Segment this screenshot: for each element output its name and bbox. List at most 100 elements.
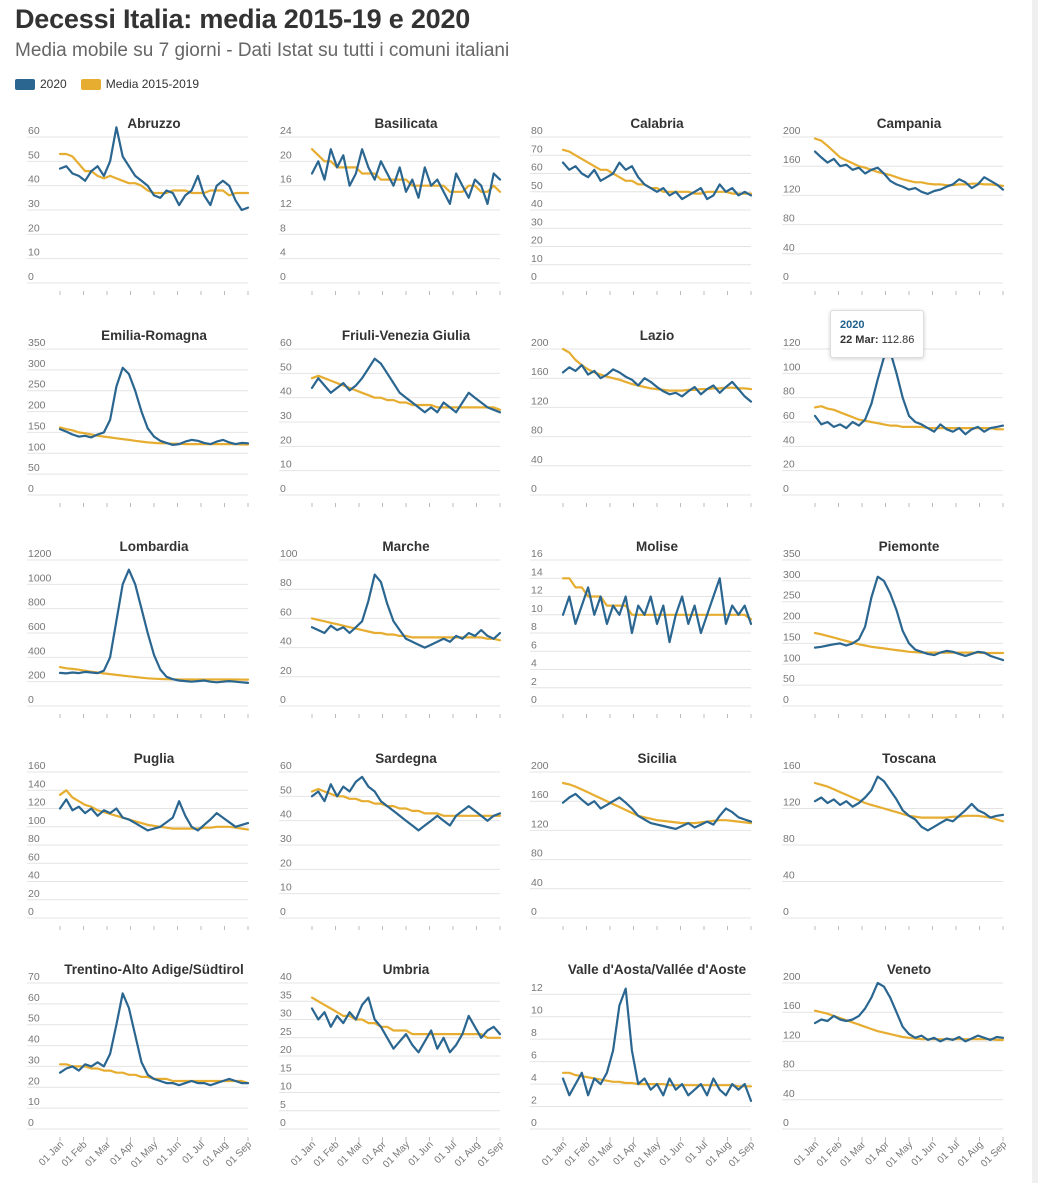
y-tick-label: 200 bbox=[531, 337, 549, 349]
series-line-media bbox=[813, 405, 1005, 431]
series-line-2020 bbox=[813, 775, 1005, 832]
y-tick-label: 200 bbox=[28, 400, 46, 412]
tooltip-series: 2020 bbox=[840, 319, 865, 331]
tooltip-date: 22 Mar: bbox=[840, 334, 879, 346]
x-tick-label: 01 Sep bbox=[727, 1139, 757, 1169]
panel-title: Molise bbox=[636, 539, 679, 554]
y-tick-label: 0 bbox=[783, 694, 789, 706]
y-tick-label: 8 bbox=[531, 1027, 537, 1039]
y-tick-label: 60 bbox=[531, 162, 543, 174]
tooltip-value: 112.86 bbox=[881, 334, 915, 346]
series-line-2020 bbox=[561, 364, 753, 403]
series-line-media bbox=[58, 665, 250, 681]
y-tick-label: 160 bbox=[28, 760, 46, 772]
panel-title: Valle d'Aosta/Vallée d'Aoste bbox=[568, 962, 747, 977]
series-line-2020 bbox=[58, 798, 250, 832]
y-tick-label: 30 bbox=[280, 833, 292, 845]
y-tick-label: 40 bbox=[783, 434, 795, 446]
x-tick-label: 01 May bbox=[884, 1139, 915, 1170]
y-tick-label: 40 bbox=[783, 870, 795, 882]
y-tick-label: 30 bbox=[280, 410, 292, 422]
series-line-2020 bbox=[58, 366, 250, 446]
x-tick-label: 01 Jun bbox=[155, 1139, 184, 1168]
y-tick-label: 1200 bbox=[28, 548, 52, 560]
y-tick-label: 50 bbox=[280, 784, 292, 796]
x-tick-label: 01 Sep bbox=[476, 1139, 506, 1169]
y-tick-label: 20 bbox=[28, 888, 40, 900]
x-tick-label: 01 May bbox=[381, 1139, 412, 1170]
y-tick-label: 40 bbox=[531, 198, 543, 210]
y-tick-label: 0 bbox=[28, 483, 34, 495]
y-tick-label: 0 bbox=[280, 1117, 286, 1129]
series-line-media bbox=[58, 1063, 250, 1085]
legend-item-2020[interactable]: 2020 bbox=[15, 77, 67, 91]
series-line-2020 bbox=[310, 996, 502, 1054]
y-tick-label: 15 bbox=[280, 1062, 292, 1074]
y-tick-label: 12 bbox=[531, 585, 543, 597]
y-tick-label: 6 bbox=[531, 1050, 537, 1062]
y-tick-label: 80 bbox=[783, 833, 795, 845]
y-tick-label: 40 bbox=[28, 870, 40, 882]
y-tick-label: 30 bbox=[280, 1008, 292, 1020]
y-tick-label: 200 bbox=[783, 125, 801, 137]
y-tick-label: 30 bbox=[531, 216, 543, 228]
scrollbar[interactable] bbox=[1032, 0, 1038, 1183]
series-line-media bbox=[310, 374, 502, 411]
y-tick-label: 20 bbox=[280, 857, 292, 869]
y-tick-label: 800 bbox=[28, 597, 46, 609]
y-tick-label: 0 bbox=[28, 1117, 34, 1129]
y-tick-label: 10 bbox=[28, 1096, 40, 1108]
x-tick-label: 01 Mar bbox=[586, 1139, 616, 1169]
y-tick-label: 0 bbox=[531, 271, 537, 283]
y-tick-label: 200 bbox=[783, 611, 801, 623]
series-line-media bbox=[310, 996, 502, 1039]
y-tick-label: 150 bbox=[28, 420, 46, 432]
series-line-2020 bbox=[813, 575, 1005, 662]
y-tick-label: 100 bbox=[28, 441, 46, 453]
x-tick-label: 01 Mar bbox=[335, 1139, 365, 1169]
y-tick-label: 40 bbox=[783, 1088, 795, 1100]
series-line-2020 bbox=[58, 568, 250, 685]
y-tick-label: 10 bbox=[280, 882, 292, 894]
y-tick-label: 40 bbox=[280, 809, 292, 821]
series-line-2020 bbox=[813, 150, 1005, 195]
y-tick-label: 300 bbox=[783, 569, 801, 581]
y-tick-label: 10 bbox=[531, 1005, 543, 1017]
y-tick-label: 20 bbox=[783, 459, 795, 471]
series-line-2020 bbox=[561, 161, 753, 201]
y-tick-label: 200 bbox=[531, 760, 549, 772]
y-tick-label: 0 bbox=[783, 483, 789, 495]
y-tick-label: 50 bbox=[783, 673, 795, 685]
series-line-media bbox=[310, 148, 502, 193]
y-tick-label: 40 bbox=[783, 242, 795, 254]
y-tick-label: 10 bbox=[280, 1081, 292, 1093]
y-tick-label: 120 bbox=[783, 1029, 801, 1041]
y-tick-label: 20 bbox=[280, 149, 292, 161]
legend-label-media: Media 2015-2019 bbox=[105, 77, 200, 91]
y-tick-label: 0 bbox=[783, 1117, 789, 1129]
y-tick-label: 160 bbox=[783, 1000, 801, 1012]
legend-item-media[interactable]: Media 2015-2019 bbox=[80, 77, 200, 91]
y-tick-label: 4 bbox=[280, 247, 286, 259]
series-line-media bbox=[813, 1009, 1005, 1042]
y-tick-label: 40 bbox=[28, 1034, 40, 1046]
y-tick-label: 10 bbox=[531, 603, 543, 615]
y-tick-label: 2 bbox=[531, 1095, 537, 1107]
series-line-media bbox=[310, 617, 502, 642]
y-tick-label: 20 bbox=[280, 1044, 292, 1056]
series-line-media bbox=[813, 631, 1005, 655]
panel-title: Abruzzo bbox=[127, 116, 180, 131]
series-line-2020 bbox=[561, 577, 753, 644]
y-tick-label: 0 bbox=[28, 694, 34, 706]
y-tick-label: 0 bbox=[531, 694, 537, 706]
series-line-2020 bbox=[310, 357, 502, 414]
y-tick-label: 60 bbox=[783, 410, 795, 422]
series-line-2020 bbox=[310, 573, 502, 649]
y-tick-label: 70 bbox=[28, 971, 40, 983]
y-tick-label: 50 bbox=[28, 462, 40, 474]
y-tick-label: 60 bbox=[280, 606, 292, 618]
y-tick-label: 120 bbox=[531, 395, 549, 407]
y-tick-label: 80 bbox=[28, 833, 40, 845]
panel-title: Lombardia bbox=[119, 539, 189, 554]
series-line-media bbox=[310, 787, 502, 817]
